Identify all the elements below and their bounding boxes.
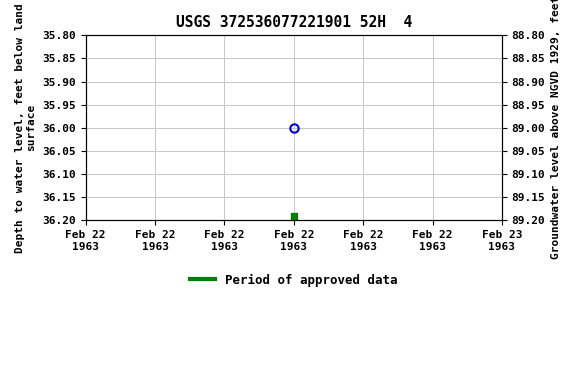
- Title: USGS 372536077221901 52H  4: USGS 372536077221901 52H 4: [176, 15, 412, 30]
- Y-axis label: Groundwater level above NGVD 1929, feet: Groundwater level above NGVD 1929, feet: [551, 0, 561, 260]
- Legend: Period of approved data: Period of approved data: [185, 269, 403, 292]
- Y-axis label: Depth to water level, feet below land
surface: Depth to water level, feet below land su…: [15, 3, 37, 253]
